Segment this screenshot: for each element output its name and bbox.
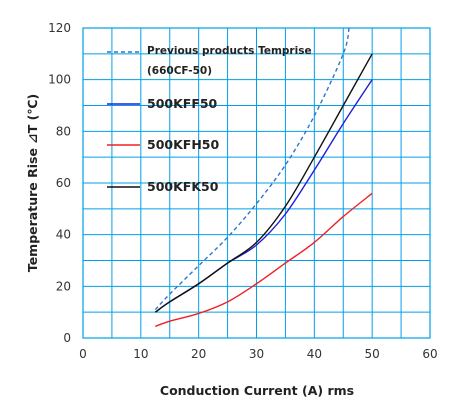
legend: Previous products Temprise (660CF-50) 500K…	[107, 45, 312, 194]
tick-labels: 0 10 20 30 40 50 60 0 20 40 60 80 100 120	[48, 21, 438, 361]
legend-label-3: 500KFK50	[147, 179, 219, 194]
x-tick-label: 50	[365, 347, 380, 361]
grid	[82, 27, 431, 339]
y-tick-label: 100	[48, 73, 71, 87]
series-line-2	[155, 192, 373, 328]
x-tick-label: 10	[133, 347, 148, 361]
legend-label-0-line2: (660CF-50)	[147, 65, 212, 77]
series-lines	[154, 27, 373, 328]
x-tick-label: 30	[249, 347, 264, 361]
y-tick-label: 60	[56, 176, 71, 190]
y-axis-title: Temperature Rise ⊿T (℃)	[25, 94, 40, 272]
x-tick-label: 20	[191, 347, 206, 361]
series-line-1	[154, 79, 373, 313]
x-axis-title: Conduction Current (A) rms	[160, 383, 354, 398]
legend-label-2: 500KFH50	[147, 137, 219, 152]
y-tick-label: 20	[56, 279, 71, 293]
plot-border	[82, 27, 431, 339]
x-tick-label: 0	[79, 347, 87, 361]
y-tick-label: 80	[56, 124, 71, 138]
y-tick-label: 0	[63, 331, 71, 345]
legend-label-0: Previous products Temprise	[147, 45, 312, 57]
y-tick-label: 40	[56, 228, 71, 242]
x-tick-label: 40	[307, 347, 322, 361]
legend-label-1: 500KFF50	[147, 96, 218, 111]
x-tick-label: 60	[422, 347, 437, 361]
series-line-3	[154, 53, 373, 313]
y-tick-label: 120	[48, 21, 71, 35]
series-line-0	[154, 27, 350, 311]
